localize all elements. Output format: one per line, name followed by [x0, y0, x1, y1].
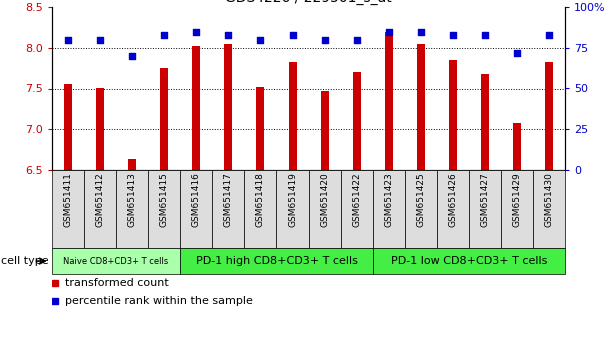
Bar: [385, 32, 393, 170]
Bar: [52, 248, 180, 274]
Bar: [533, 170, 565, 248]
Point: [159, 32, 169, 38]
Text: percentile rank within the sample: percentile rank within the sample: [65, 296, 252, 306]
Text: GSM651425: GSM651425: [416, 172, 425, 227]
Bar: [321, 91, 329, 170]
Bar: [469, 170, 501, 248]
Bar: [192, 46, 200, 170]
Bar: [513, 123, 521, 170]
Bar: [160, 68, 168, 170]
Text: Naive CD8+CD3+ T cells: Naive CD8+CD3+ T cells: [64, 257, 169, 266]
Text: GSM651420: GSM651420: [320, 172, 329, 227]
Bar: [481, 74, 489, 170]
Bar: [116, 170, 148, 248]
Text: transformed count: transformed count: [65, 278, 169, 288]
Point: [191, 29, 201, 34]
Bar: [213, 170, 244, 248]
Point: [63, 37, 73, 42]
Bar: [148, 170, 180, 248]
Point: [255, 37, 265, 42]
Bar: [257, 87, 265, 170]
Text: GSM651430: GSM651430: [544, 172, 554, 227]
Text: GSM651418: GSM651418: [256, 172, 265, 227]
Bar: [276, 170, 309, 248]
Point: [288, 32, 298, 38]
Point: [480, 32, 490, 38]
Bar: [52, 170, 84, 248]
Text: cell type: cell type: [1, 256, 49, 266]
Bar: [373, 170, 404, 248]
Text: GSM651429: GSM651429: [513, 172, 522, 227]
Point: [512, 50, 522, 56]
Point: [127, 53, 137, 59]
Point: [448, 32, 458, 38]
Bar: [180, 170, 213, 248]
Bar: [288, 62, 296, 170]
Bar: [501, 170, 533, 248]
Bar: [437, 170, 469, 248]
Text: GSM651416: GSM651416: [192, 172, 201, 227]
Text: GSM651423: GSM651423: [384, 172, 393, 227]
Bar: [373, 248, 565, 274]
Text: PD-1 low CD8+CD3+ T cells: PD-1 low CD8+CD3+ T cells: [391, 256, 547, 266]
Bar: [128, 159, 136, 170]
Text: GSM651413: GSM651413: [128, 172, 137, 227]
Text: GSM651419: GSM651419: [288, 172, 297, 227]
Text: GSM651411: GSM651411: [64, 172, 73, 227]
Bar: [545, 62, 553, 170]
Text: GSM651427: GSM651427: [480, 172, 489, 227]
Text: GSM651417: GSM651417: [224, 172, 233, 227]
Point: [544, 32, 554, 38]
Bar: [353, 72, 360, 170]
Bar: [96, 88, 104, 170]
Text: GSM651426: GSM651426: [448, 172, 458, 227]
Bar: [180, 248, 373, 274]
Point: [95, 37, 105, 42]
Bar: [341, 170, 373, 248]
Bar: [405, 170, 437, 248]
Bar: [244, 170, 277, 248]
Text: GSM651412: GSM651412: [95, 172, 104, 227]
Point: [320, 37, 329, 42]
Text: GSM651422: GSM651422: [352, 172, 361, 227]
Point: [352, 37, 362, 42]
Point: [224, 32, 233, 38]
Text: GSM651415: GSM651415: [159, 172, 169, 227]
Bar: [84, 170, 116, 248]
Title: GDS4226 / 229501_s_at: GDS4226 / 229501_s_at: [225, 0, 392, 5]
Bar: [64, 84, 72, 170]
Point: [416, 29, 426, 34]
Point: [384, 29, 393, 34]
Bar: [449, 60, 457, 170]
Text: PD-1 high CD8+CD3+ T cells: PD-1 high CD8+CD3+ T cells: [196, 256, 357, 266]
Bar: [309, 170, 341, 248]
Bar: [417, 44, 425, 170]
Bar: [224, 44, 232, 170]
